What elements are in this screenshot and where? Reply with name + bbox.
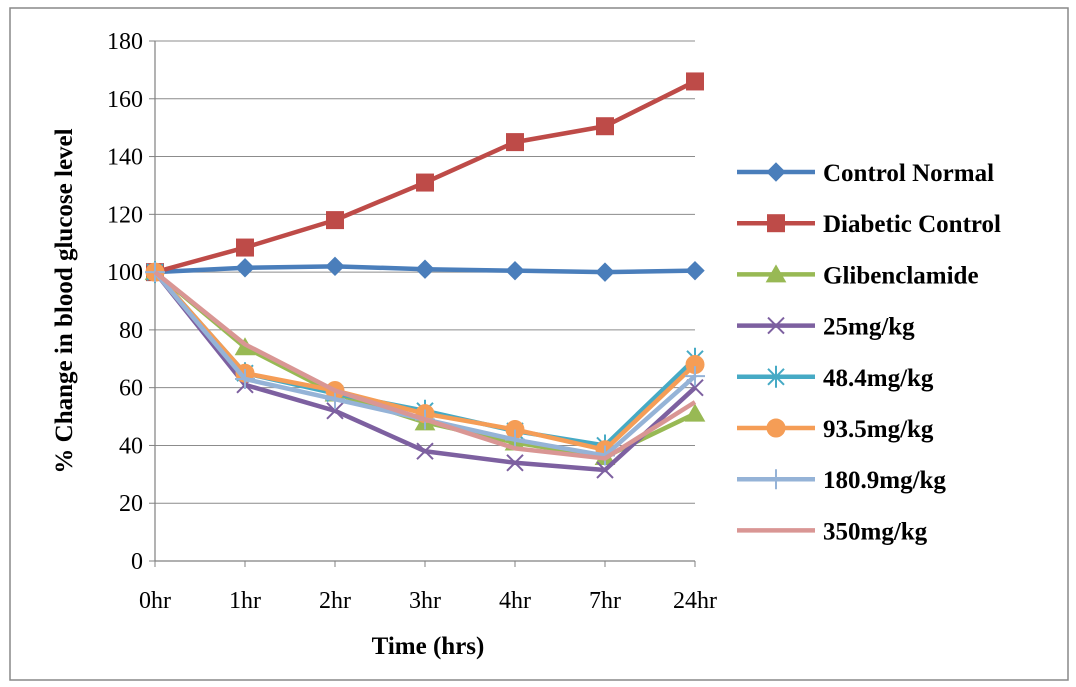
data-point <box>235 369 255 389</box>
legend-label: 93.5mg/kg <box>823 416 934 443</box>
data-point <box>415 259 435 279</box>
y-axis-ticks: 0 20 40 60 80 100 120 140 160 180 <box>107 29 155 575</box>
data-point <box>416 173 434 192</box>
legend-entry: 25mg/kg <box>737 314 915 341</box>
data-point <box>236 238 254 257</box>
y-tick-label: 80 <box>119 318 143 344</box>
x-tick-label: 24hr <box>673 588 717 614</box>
legend-marker <box>767 316 785 335</box>
legend-marker <box>767 214 785 233</box>
legend-entry: 350mg/kg <box>737 518 928 545</box>
series-group <box>144 72 706 479</box>
x-tick-label: 7hr <box>589 588 621 614</box>
y-tick-label: 0 <box>131 549 143 575</box>
data-point <box>325 256 345 277</box>
legend-label: Glibenclamide <box>823 262 979 289</box>
data-point <box>596 461 614 479</box>
data-point <box>686 72 704 91</box>
data-point <box>326 211 344 230</box>
y-tick-label: 120 <box>107 202 143 228</box>
x-axis-title: Time (hrs) <box>372 633 485 660</box>
y-tick-label: 160 <box>107 87 143 113</box>
x-tick-label: 1hr <box>229 588 261 614</box>
data-point <box>235 258 255 278</box>
data-point <box>505 260 525 281</box>
x-tick-label: 4hr <box>499 588 531 614</box>
data-point <box>685 366 705 387</box>
legend-label: 25mg/kg <box>823 314 915 341</box>
legend-label: Diabetic Control <box>823 211 1001 238</box>
legend-label: 180.9mg/kg <box>823 467 946 494</box>
legend-marker <box>765 264 787 283</box>
data-point <box>326 402 344 420</box>
data-point <box>595 262 615 282</box>
data-point <box>596 117 614 136</box>
y-tick-label: 180 <box>107 29 143 55</box>
legend-entry: Glibenclamide <box>737 262 979 289</box>
legend-entry: 48.4mg/kg <box>737 365 934 392</box>
legend-label: 48.4mg/kg <box>823 365 934 392</box>
data-point <box>506 133 524 152</box>
legend-entry: 93.5mg/kg <box>737 416 934 443</box>
legend-entry: Control Normal <box>737 160 994 187</box>
data-point <box>684 403 706 422</box>
y-tick-label: 40 <box>119 433 143 459</box>
data-point <box>145 262 165 283</box>
legend: Control Normal Diabetic Control Glibenclam… <box>737 160 1001 545</box>
legend-entry: 180.9mg/kg <box>737 467 946 494</box>
y-axis-title: % Change in blood glucose level <box>51 128 78 473</box>
x-tick-label: 2hr <box>319 588 351 614</box>
x-tick-label: 0hr <box>139 588 171 614</box>
y-tick-label: 140 <box>107 145 143 171</box>
legend-marker <box>767 365 785 388</box>
legend-label: Control Normal <box>823 160 994 187</box>
chart-frame <box>9 7 1069 681</box>
series-350mg-kg <box>153 270 697 461</box>
legend-label: 350mg/kg <box>823 518 928 545</box>
legend-entry: Diabetic Control <box>737 211 1001 238</box>
data-point <box>416 442 434 460</box>
y-tick-label: 100 <box>107 260 143 286</box>
y-tick-label: 20 <box>119 491 143 517</box>
series-control-normal <box>145 256 705 282</box>
x-tick-label: 3hr <box>409 588 441 614</box>
x-axis-ticks: 0hr 1hr 2hr 3hr 4hr 7hr 24hr <box>139 561 717 614</box>
data-point <box>685 260 705 281</box>
legend-marker <box>766 418 786 438</box>
y-tick-label: 60 <box>119 376 143 402</box>
legend-marker <box>766 469 786 490</box>
data-point <box>506 454 524 472</box>
series-diabetic-control <box>146 72 704 282</box>
series-line <box>153 270 697 461</box>
legend-marker <box>766 162 786 182</box>
